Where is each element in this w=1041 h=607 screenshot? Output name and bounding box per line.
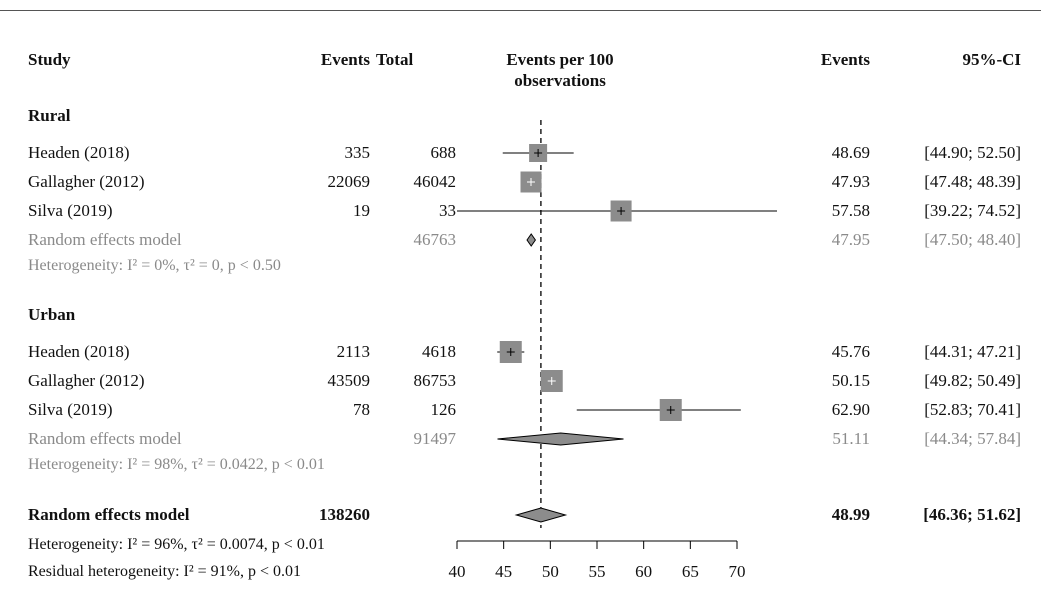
study-ci: [39.22; 74.52] — [924, 201, 1021, 220]
overall-name: Random effects model — [28, 505, 190, 524]
study-name: Headen (2018) — [28, 342, 130, 361]
study-estimate: 57.58 — [831, 201, 870, 220]
top-rule — [0, 10, 1041, 11]
study-ci: [49.82; 50.49] — [924, 371, 1021, 390]
study-total: 126 — [430, 400, 457, 419]
x-tick-label: 70 — [729, 562, 746, 581]
subtotal-total: 46763 — [413, 230, 457, 249]
heterogeneity-text: Heterogeneity: I² = 0%, τ² = 0, p < 0.50 — [28, 257, 281, 274]
overall-estimate: 48.99 — [831, 505, 870, 524]
subtotal-name: Random effects model — [28, 230, 182, 249]
study-total: 4618 — [422, 342, 456, 361]
overall-heterogeneity: Heterogeneity: I² = 96%, τ² = 0.0074, p … — [28, 536, 325, 553]
subtotal-name: Random effects model — [28, 429, 182, 448]
study-estimate: 45.76 — [831, 342, 870, 361]
x-tick-label: 50 — [542, 562, 559, 581]
study-events: 2113 — [336, 342, 370, 361]
subtotal-total: 91497 — [413, 429, 457, 448]
overall-ci: [46.36; 51.62] — [923, 505, 1021, 524]
x-tick-label: 40 — [449, 562, 466, 581]
study-events: 43509 — [327, 371, 371, 390]
study-total: 46042 — [413, 172, 457, 191]
group-label-rural: Rural — [28, 106, 71, 125]
subtotal-estimate: 47.95 — [831, 230, 870, 249]
study-estimate: 62.90 — [831, 400, 870, 419]
heterogeneity-text: Heterogeneity: I² = 98%, τ² = 0.0422, p … — [28, 456, 325, 473]
x-tick-label: 55 — [589, 562, 606, 581]
subtotal-ci: [44.34; 57.84] — [924, 429, 1021, 448]
x-tick-label: 60 — [635, 562, 652, 581]
study-total: 86753 — [413, 371, 457, 390]
subtotal-ci: [47.50; 48.40] — [924, 230, 1021, 249]
study-events: 19 — [353, 201, 370, 220]
header-ci: 95%-CI — [962, 50, 1021, 69]
residual-heterogeneity: Residual heterogeneity: I² = 91%, p < 0.… — [28, 563, 302, 580]
study-name: Silva (2019) — [28, 201, 113, 220]
study-name: Gallagher (2012) — [28, 172, 145, 191]
study-events: 335 — [344, 143, 371, 162]
header-plot-line2: observations — [514, 71, 606, 90]
study-name: Silva (2019) — [28, 400, 113, 419]
study-estimate: 48.69 — [831, 143, 870, 162]
study-estimate: 50.15 — [831, 371, 870, 390]
subtotal-estimate: 51.11 — [832, 429, 870, 448]
study-estimate: 47.93 — [831, 172, 870, 191]
header-total: Total — [376, 50, 414, 69]
study-total: 688 — [430, 143, 457, 162]
overall-total: 138260 — [319, 505, 370, 524]
header-study: Study — [28, 50, 71, 69]
header-estimate: Events — [820, 50, 870, 69]
study-name: Gallagher (2012) — [28, 371, 145, 390]
x-tick-label: 65 — [682, 562, 699, 581]
x-tick-label: 45 — [495, 562, 512, 581]
subtotal-diamond — [497, 432, 624, 446]
study-ci: [47.48; 48.39] — [924, 172, 1021, 191]
study-ci: [44.31; 47.21] — [924, 342, 1021, 361]
study-total: 33 — [439, 201, 456, 220]
study-name: Headen (2018) — [28, 143, 130, 162]
header-plot-line1: Events per 100 — [506, 50, 614, 69]
group-label-urban: Urban — [28, 305, 76, 324]
study-events: 22069 — [327, 172, 371, 191]
subtotal-diamond — [526, 233, 537, 247]
header-events: Events — [320, 50, 370, 69]
study-ci: [52.83; 70.41] — [924, 400, 1021, 419]
study-ci: [44.90; 52.50] — [924, 143, 1021, 162]
overall-diamond — [514, 507, 568, 523]
study-events: 78 — [353, 400, 370, 419]
